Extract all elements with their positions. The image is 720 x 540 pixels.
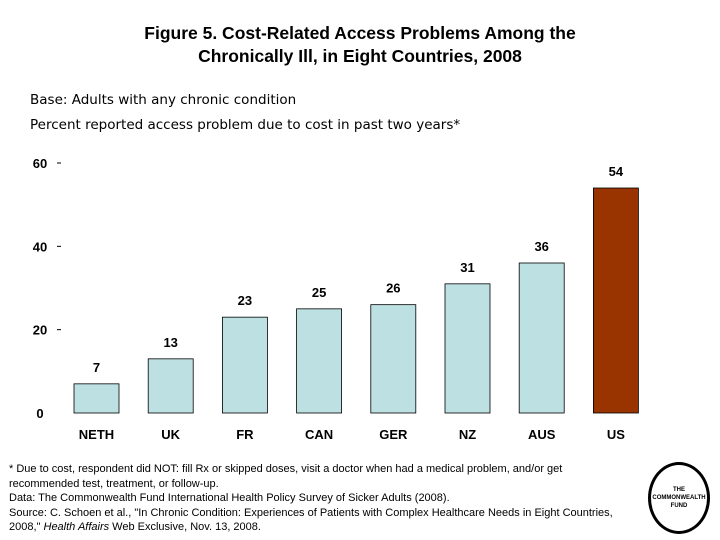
bar-ger bbox=[370, 304, 417, 414]
data-label: 54 bbox=[609, 164, 624, 179]
source-note: Source: C. Schoen et al., "In Chronic Co… bbox=[9, 506, 629, 535]
subtitle: Percent reported access problem due to c… bbox=[30, 117, 461, 133]
source-journal: Health Affairs bbox=[43, 521, 110, 533]
bar-fr bbox=[221, 316, 268, 414]
data-label: 26 bbox=[386, 281, 400, 296]
source-text-end: Web Exclusive, Nov. 13, 2008. bbox=[109, 521, 261, 533]
bar-neth bbox=[73, 383, 120, 414]
source-text: Source: C. Schoen et al., "In Chronic Co… bbox=[9, 506, 613, 534]
y-tick-label: 0 bbox=[36, 406, 43, 421]
commonwealth-fund-logo: THE COMMONWEALTH FUND bbox=[648, 462, 710, 534]
x-tick-label: GER bbox=[379, 427, 408, 442]
x-tick-label: NETH bbox=[79, 427, 114, 442]
data-label: 36 bbox=[534, 239, 548, 254]
logo-line: COMMONWEALTH bbox=[652, 495, 706, 501]
x-tick-label: FR bbox=[236, 427, 254, 442]
x-tick-label: CAN bbox=[305, 427, 333, 442]
footnote: * Due to cost, respondent did NOT: fill … bbox=[9, 463, 563, 490]
title-line-2: Chronically Ill, in Eight Countries, 200… bbox=[198, 46, 522, 66]
x-tick-label: US bbox=[607, 427, 625, 442]
x-tick-label: AUS bbox=[528, 427, 556, 442]
footnotes: * Due to cost, respondent did NOT: fill … bbox=[9, 462, 629, 535]
bar-can bbox=[296, 308, 343, 414]
data-label: 25 bbox=[312, 285, 326, 300]
y-tick-label: 20 bbox=[33, 323, 47, 338]
logo-line: FUND bbox=[670, 503, 688, 509]
bar-uk bbox=[147, 358, 194, 414]
data-label: 13 bbox=[163, 335, 177, 350]
data-label: 23 bbox=[238, 293, 252, 308]
data-label: 7 bbox=[93, 360, 100, 375]
y-tick-label: 60 bbox=[33, 156, 47, 171]
x-tick-label: NZ bbox=[459, 427, 476, 442]
bar-nz bbox=[444, 283, 491, 414]
logo-line: THE bbox=[673, 487, 685, 493]
bar-chart: 0 20 40 60 7 NETH 13 UK 23 FR 25 CAN 26 GER 31 NZ 36 AUS 5… bbox=[33, 156, 639, 442]
x-tick-label: UK bbox=[161, 427, 180, 442]
base-label: Base: Adults with any chronic condition bbox=[30, 92, 297, 108]
bar-us bbox=[593, 187, 639, 414]
data-label: 31 bbox=[460, 260, 474, 275]
y-tick-label: 40 bbox=[33, 239, 47, 254]
chart-title: Figure 5. Cost-Related Access Problems A… bbox=[0, 22, 720, 68]
bar-aus bbox=[518, 262, 565, 414]
data-note: Data: The Commonwealth Fund Internationa… bbox=[9, 492, 450, 504]
title-line-1: Figure 5. Cost-Related Access Problems A… bbox=[144, 23, 576, 43]
